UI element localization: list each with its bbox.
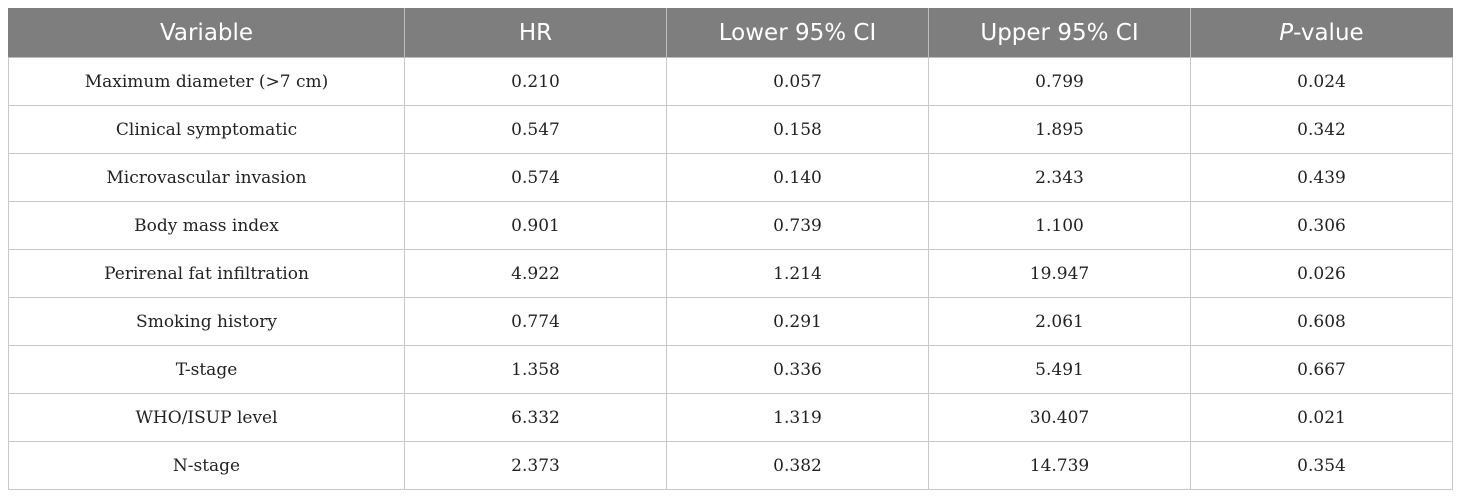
cell-upper-ci: 1.895: [928, 105, 1191, 154]
header-p-italic: P: [1279, 19, 1294, 46]
header-hr: HR: [404, 8, 667, 58]
table-row: T-stage 1.358 0.336 5.491 0.667: [8, 345, 1453, 394]
cell-variable: Clinical symptomatic: [8, 105, 405, 154]
cell-upper-ci: 14.739: [928, 441, 1191, 490]
cell-variable: Perirenal fat infiltration: [8, 249, 405, 298]
cell-p-value: 0.667: [1190, 345, 1453, 394]
cell-p-value: 0.026: [1190, 249, 1453, 298]
table-row: Perirenal fat infiltration 4.922 1.214 19.9…: [8, 249, 1453, 298]
cell-upper-ci: 0.799: [928, 57, 1191, 106]
cell-variable: Microvascular invasion: [8, 153, 405, 202]
table-row: N-stage 2.373 0.382 14.739 0.354: [8, 441, 1453, 490]
cell-lower-ci: 0.336: [666, 345, 929, 394]
cell-lower-ci: 0.739: [666, 201, 929, 250]
data-table: Variable HR Lower 95% CI Upper 95% CI P-…: [8, 8, 1453, 490]
table-row: Microvascular invasion 0.574 0.140 2.343 0.4…: [8, 153, 1453, 202]
cell-lower-ci: 0.057: [666, 57, 929, 106]
cell-p-value: 0.024: [1190, 57, 1453, 106]
table-row: Maximum diameter (>7 cm) 0.210 0.057 0.799 0…: [8, 57, 1453, 106]
cell-hr: 1.358: [404, 345, 667, 394]
cell-hr: 6.332: [404, 393, 667, 442]
table-row: Smoking history 0.774 0.291 2.061 0.608: [8, 297, 1453, 346]
cell-hr: 2.373: [404, 441, 667, 490]
cell-p-value: 0.306: [1190, 201, 1453, 250]
cell-hr: 4.922: [404, 249, 667, 298]
cell-lower-ci: 0.140: [666, 153, 929, 202]
cell-hr: 0.574: [404, 153, 667, 202]
cell-p-value: 0.439: [1190, 153, 1453, 202]
cell-variable: Maximum diameter (>7 cm): [8, 57, 405, 106]
header-p-value: P-value: [1190, 8, 1453, 58]
cell-lower-ci: 1.214: [666, 249, 929, 298]
cell-p-value: 0.021: [1190, 393, 1453, 442]
cell-variable: T-stage: [8, 345, 405, 394]
cell-lower-ci: 0.382: [666, 441, 929, 490]
cell-p-value: 0.342: [1190, 105, 1453, 154]
table-row: WHO/ISUP level 6.332 1.319 30.407 0.021: [8, 393, 1453, 442]
header-p-rest: -value: [1293, 19, 1364, 46]
header-variable: Variable: [8, 8, 405, 58]
cell-upper-ci: 30.407: [928, 393, 1191, 442]
table-header: Variable HR Lower 95% CI Upper 95% CI P-…: [8, 8, 1453, 58]
table-row: Clinical symptomatic 0.547 0.158 1.895 0.342: [8, 105, 1453, 154]
table-body: Maximum diameter (>7 cm) 0.210 0.057 0.799 0…: [8, 57, 1453, 490]
cell-upper-ci: 2.061: [928, 297, 1191, 346]
cell-hr: 0.774: [404, 297, 667, 346]
cell-upper-ci: 5.491: [928, 345, 1191, 394]
cell-variable: N-stage: [8, 441, 405, 490]
cell-lower-ci: 1.319: [666, 393, 929, 442]
table-row: Body mass index 0.901 0.739 1.100 0.306: [8, 201, 1453, 250]
cell-hr: 0.547: [404, 105, 667, 154]
cell-lower-ci: 0.158: [666, 105, 929, 154]
header-row: Variable HR Lower 95% CI Upper 95% CI P-…: [8, 8, 1453, 58]
cell-upper-ci: 2.343: [928, 153, 1191, 202]
cell-p-value: 0.608: [1190, 297, 1453, 346]
cell-hr: 0.901: [404, 201, 667, 250]
cell-lower-ci: 0.291: [666, 297, 929, 346]
cell-variable: Smoking history: [8, 297, 405, 346]
cell-upper-ci: 1.100: [928, 201, 1191, 250]
header-lower-ci: Lower 95% CI: [666, 8, 929, 58]
cell-upper-ci: 19.947: [928, 249, 1191, 298]
cell-p-value: 0.354: [1190, 441, 1453, 490]
header-upper-ci: Upper 95% CI: [928, 8, 1191, 58]
cell-variable: Body mass index: [8, 201, 405, 250]
cell-hr: 0.210: [404, 57, 667, 106]
table-container: Variable HR Lower 95% CI Upper 95% CI P-…: [8, 8, 1453, 490]
cell-variable: WHO/ISUP level: [8, 393, 405, 442]
